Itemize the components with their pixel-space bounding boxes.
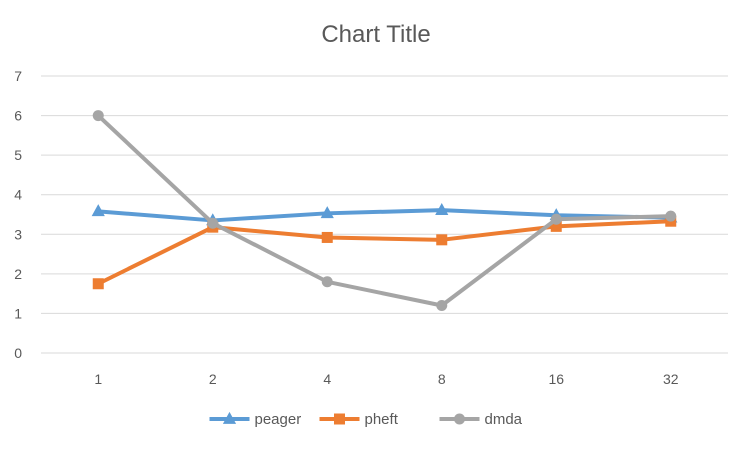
y-tick-label: 5: [14, 147, 22, 163]
series-peager: [91, 202, 678, 226]
y-tick-label: 2: [14, 266, 22, 282]
y-tick-label: 7: [14, 68, 22, 84]
legend-marker: [334, 413, 345, 425]
x-tick-label: 8: [438, 371, 446, 387]
legend-item-peager: peager: [209, 411, 302, 428]
y-tick-label: 4: [14, 187, 22, 203]
data-point: [92, 278, 104, 290]
data-point: [436, 300, 448, 312]
legend: peager pheft dmda: [209, 411, 523, 428]
y-tick-label: 0: [14, 345, 22, 361]
x-tick-label: 2: [209, 371, 217, 387]
legend-item-dmda: dmda: [439, 411, 523, 428]
data-point: [436, 234, 448, 246]
x-tick-label: 16: [548, 371, 564, 387]
gridlines: [41, 75, 728, 354]
series-dmda: [92, 110, 677, 312]
data-point: [92, 110, 104, 122]
legend-label: peager: [255, 411, 302, 428]
data-point: [207, 217, 219, 229]
x-tick-label: 4: [323, 371, 331, 387]
x-tick-label: 32: [663, 371, 679, 387]
legend-label: dmda: [485, 411, 523, 428]
data-point: [665, 210, 677, 222]
chart-title: Chart Title: [321, 21, 430, 48]
series-pheft: [92, 215, 677, 290]
legend-label: pheft: [365, 411, 399, 428]
data-point: [91, 204, 105, 217]
y-tick-label: 6: [14, 108, 22, 124]
y-tick-label: 3: [14, 226, 22, 242]
data-point: [320, 206, 334, 219]
legend-item-pheft: pheft: [319, 411, 399, 428]
data-point: [321, 231, 333, 243]
series-group: [91, 110, 678, 312]
x-tick-label: 1: [94, 371, 102, 387]
y-tick-label: 1: [14, 305, 22, 321]
series-line: [96, 113, 673, 308]
data-point: [435, 202, 449, 215]
legend-marker: [454, 413, 465, 425]
y-axis-ticks: 0 1 2 3 4 5 6 7: [14, 68, 22, 361]
x-axis-ticks: 1 2 4 8 16 32: [94, 371, 678, 387]
series-line: [96, 208, 673, 223]
series-line: [96, 219, 673, 286]
legend-marker: [222, 411, 237, 424]
data-point: [321, 276, 333, 288]
data-point: [550, 220, 562, 232]
data-point: [550, 213, 562, 225]
